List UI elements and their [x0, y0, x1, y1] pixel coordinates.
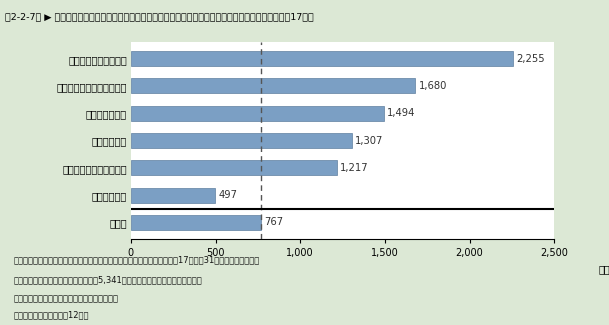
Text: 注）１．「従業者１万人当たりの研究者数」の従業者及び研究者数は平成17年３月31日現在の値である。: 注）１．「従業者１万人当たりの研究者数」の従業者及び研究者数は平成17年３月31… — [13, 255, 259, 264]
Bar — [131, 188, 215, 203]
Bar — [131, 51, 513, 66]
Text: （参照：付属資料３．（12））: （参照：付属資料３．（12）） — [13, 311, 89, 320]
Text: 資料：総務省統計局「科学技術研究調査報告」: 資料：総務省統計局「科学技術研究調査報告」 — [13, 295, 118, 304]
Text: 1,494: 1,494 — [387, 108, 415, 118]
Text: 第2-2-7図 ▶ 企業等における従業者１万人当たりの研究者数（学術研究機関を除く上位５業種）　（平成17年）: 第2-2-7図 ▶ 企業等における従業者１万人当たりの研究者数（学術研究機関を除… — [5, 13, 314, 21]
Text: 767: 767 — [264, 217, 283, 227]
Bar — [131, 215, 261, 230]
Text: 1,217: 1,217 — [340, 163, 368, 173]
Bar — [131, 133, 352, 148]
Text: 2,255: 2,255 — [516, 54, 544, 64]
Bar — [131, 160, 337, 176]
Text: 1,680: 1,680 — [418, 81, 447, 91]
Bar — [131, 106, 384, 121]
Bar — [131, 78, 415, 94]
Text: 497: 497 — [218, 190, 237, 200]
Text: ２．学術研究機関（１万人当たり5,341人）は、グラフ上に示していない。: ２．学術研究機関（１万人当たり5,341人）は、グラフ上に示していない。 — [13, 276, 202, 285]
Text: 1,307: 1,307 — [355, 136, 384, 146]
Text: （人）: （人） — [598, 264, 609, 274]
